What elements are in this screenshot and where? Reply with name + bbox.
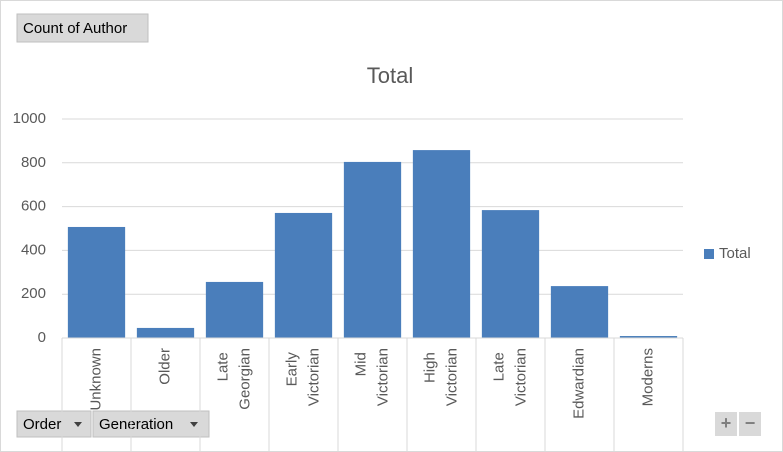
- dropdown-arrow: [74, 422, 82, 427]
- y-tick-label: 1000: [13, 110, 46, 127]
- zoom-in-button[interactable]: +: [715, 412, 737, 436]
- x-tick-label: High Victorian: [421, 348, 460, 406]
- button-face: [715, 412, 737, 436]
- x-tick-label: Late Georgian: [214, 348, 253, 410]
- button-label: Order: [23, 416, 61, 433]
- bar: [67, 226, 126, 338]
- legend-label: Total: [719, 245, 751, 262]
- button-label: Count of Author: [23, 20, 127, 37]
- chart-title: Total: [367, 63, 413, 88]
- y-tick-label: 800: [21, 154, 46, 171]
- x-tick-label: Mid Victorian: [352, 348, 391, 406]
- x-tick-label: Moderns: [639, 348, 656, 406]
- x-tick-label: Late Victorian: [490, 348, 529, 406]
- button-face: [739, 412, 761, 436]
- bar: [550, 286, 609, 338]
- bar: [343, 161, 402, 338]
- bar: [412, 150, 471, 338]
- value-field-button[interactable]: Count of Author: [16, 13, 149, 43]
- button-label: Generation: [99, 416, 173, 433]
- legend-swatch: [704, 249, 714, 259]
- bar: [481, 210, 540, 338]
- dropdown-arrow: [190, 422, 198, 427]
- bar: [205, 281, 264, 338]
- axis-field-button[interactable]: Order: [16, 410, 92, 438]
- y-tick-label: 400: [21, 241, 46, 258]
- zoom-out-button[interactable]: −: [739, 412, 761, 436]
- button-face: [16, 13, 149, 43]
- y-tick-label: 600: [21, 198, 46, 215]
- bar: [274, 212, 333, 338]
- button-face: [92, 410, 210, 438]
- bar: [136, 327, 195, 338]
- bar: [619, 336, 678, 338]
- x-tick-label: Edwardian: [570, 348, 587, 419]
- x-tick-label: Early Victorian: [283, 348, 322, 406]
- y-tick-label: 0: [38, 329, 46, 346]
- button-label: +: [721, 413, 732, 433]
- x-tick-label: Older: [156, 348, 173, 385]
- x-tick-label: Unknown: [87, 348, 104, 411]
- y-tick-label: 200: [21, 285, 46, 302]
- button-label: −: [745, 413, 756, 433]
- axis-field-button[interactable]: Generation: [92, 410, 210, 438]
